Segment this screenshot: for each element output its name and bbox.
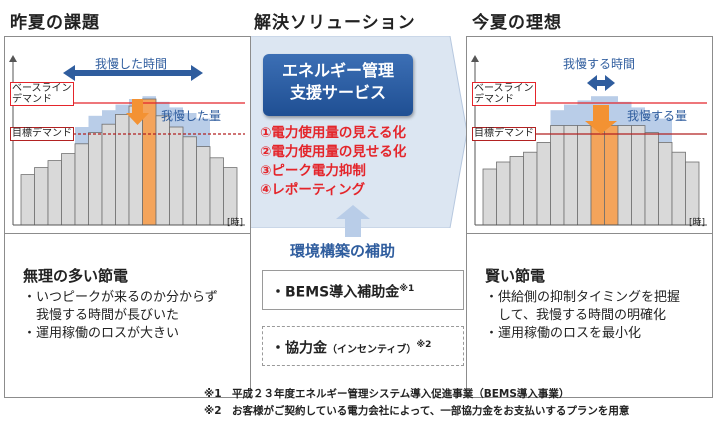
right-arrow-label: 我慢する時間	[563, 57, 636, 71]
footnote-2: ※2 お客様がご契約している電力会社によって、一部協力金をお支払いするプランを用…	[204, 405, 630, 417]
right-panel: 我慢する時間 ベースライン デマンド 目標デマンド 我慢する量 [時] 賢い節電…	[466, 36, 713, 398]
bar	[563, 125, 578, 226]
peak-down-arrow	[585, 121, 617, 134]
coop-note-ref: ※2	[416, 340, 432, 350]
left-bullets: ・いつピークが来るのか分からず 我慢する時間が長びいた ・運用稼働のロスが大きい	[23, 289, 218, 343]
bar	[196, 146, 211, 226]
left-bottom-title: 無理の多い節電	[23, 267, 129, 285]
bar	[115, 114, 130, 226]
left-panel: 我慢した時間 ベースライン デマンド 目標デマンド 我慢した量 [時] 無理の多…	[4, 36, 251, 398]
bullet-item: ・いつピークが来るのか分からず	[23, 290, 218, 305]
bullet-item: 我慢する時間が長びいた	[23, 308, 180, 323]
right-section-title: 今夏の理想	[472, 13, 562, 33]
right-chart	[471, 55, 707, 226]
bar	[523, 151, 538, 226]
bar	[182, 136, 197, 226]
baseline-label-line1: ベースライン	[474, 83, 534, 94]
bar	[155, 115, 170, 226]
bullet-item: して、我慢する時間の明確化	[485, 308, 666, 323]
left-endured-label: 我慢した量	[161, 109, 222, 123]
right-baseline-label: ベースライン デマンド	[472, 82, 536, 106]
service-line-2: 支援サービス	[289, 83, 386, 102]
bar	[604, 125, 619, 226]
bar	[101, 123, 116, 226]
bar	[88, 132, 103, 226]
coop-paren: （インセンティブ）	[327, 344, 417, 356]
baseline-label-line1: ベースライン	[12, 83, 72, 94]
bar	[482, 168, 497, 226]
solution-item: ①電力使用量の見える化	[260, 125, 407, 141]
up-arrow-icon	[336, 205, 370, 237]
left-target-label: 目標デマンド	[10, 127, 74, 141]
bar	[536, 142, 551, 226]
bar	[590, 125, 605, 226]
bullet-item: ・供給側の抑制タイミングを把握	[485, 290, 681, 305]
baseline-label-line2: デマンド	[12, 94, 52, 105]
bar	[169, 126, 184, 226]
subsidy-title: 環境構築の補助	[290, 242, 396, 260]
coop-label: ・協力金	[271, 340, 327, 357]
right-time-label: [時]	[689, 218, 706, 228]
service-box: エネルギー管理 支援サービス	[263, 54, 413, 116]
left-section-title: 昨夏の課題	[10, 13, 100, 33]
bar	[142, 98, 157, 226]
solution-item: ②電力使用量の見せる化	[260, 144, 407, 160]
left-time-label: [時]	[227, 218, 244, 228]
bar	[644, 132, 659, 226]
center-section-title: 解決ソリューション	[254, 13, 416, 33]
coop-fee-box: ・協力金（インセンティブ）※2	[262, 326, 464, 366]
left-arrow-label: 我慢した時間	[95, 57, 168, 71]
bar	[47, 160, 62, 226]
right-bottom-title: 賢い節電	[485, 267, 546, 285]
baseline-label-line2: デマンド	[474, 94, 514, 105]
bar	[34, 167, 49, 226]
bar	[496, 161, 511, 226]
bullet-item: ・運用稼働のロスが大きい	[23, 326, 180, 341]
bar	[20, 174, 35, 226]
peak-down-arrow	[126, 113, 149, 125]
solution-item: ③ピーク電力抑制	[260, 163, 366, 179]
right-bullets: ・供給側の抑制タイミングを把握 して、我慢する時間の明確化 ・運用稼働のロスを最…	[485, 289, 680, 343]
service-line-1: エネルギー管理	[281, 61, 394, 80]
bems-note-ref: ※1	[399, 284, 415, 294]
footnote-1: ※1 平成２３年度エネルギー管理システム導入促進事業（BEMS導入事業）	[204, 388, 570, 400]
bar	[61, 153, 76, 226]
bar	[550, 125, 565, 226]
bar	[128, 105, 143, 226]
bar	[577, 125, 592, 226]
bems-subsidy-box: ・BEMS導入補助金※1	[262, 270, 464, 310]
bar	[74, 143, 89, 226]
right-endure-label: 我慢する量	[627, 109, 688, 123]
bullet-item: ・運用稼働のロスを最小化	[485, 326, 642, 341]
right-target-label: 目標デマンド	[472, 127, 536, 141]
bar	[631, 125, 646, 226]
bar	[209, 157, 224, 226]
bar	[658, 142, 673, 226]
bar	[671, 151, 686, 226]
bems-label: ・BEMS導入補助金	[271, 284, 400, 301]
bar	[617, 125, 632, 226]
solution-item: ④レポーティング	[260, 182, 366, 198]
left-baseline-label: ベースライン デマンド	[10, 82, 74, 106]
bar	[509, 156, 524, 226]
solution-list: ①電力使用量の見える化 ②電力使用量の見せる化 ③ピーク電力抑制 ④レポーティン…	[260, 124, 406, 200]
